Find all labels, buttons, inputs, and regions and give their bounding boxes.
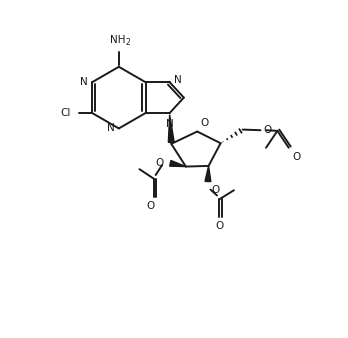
Text: 2: 2	[125, 38, 130, 47]
Text: O: O	[211, 185, 220, 195]
Text: O: O	[263, 125, 271, 135]
Text: N: N	[107, 123, 115, 134]
Text: N: N	[166, 119, 174, 129]
Text: O: O	[200, 118, 209, 128]
Text: O: O	[293, 152, 301, 162]
Polygon shape	[170, 161, 186, 167]
Polygon shape	[205, 166, 211, 182]
Text: O: O	[147, 201, 155, 211]
Text: NH: NH	[110, 35, 126, 45]
Text: N: N	[80, 76, 88, 87]
Polygon shape	[168, 115, 174, 142]
Text: Cl: Cl	[60, 108, 71, 118]
Text: O: O	[215, 221, 223, 232]
Text: N: N	[174, 75, 181, 84]
Text: O: O	[156, 158, 164, 168]
